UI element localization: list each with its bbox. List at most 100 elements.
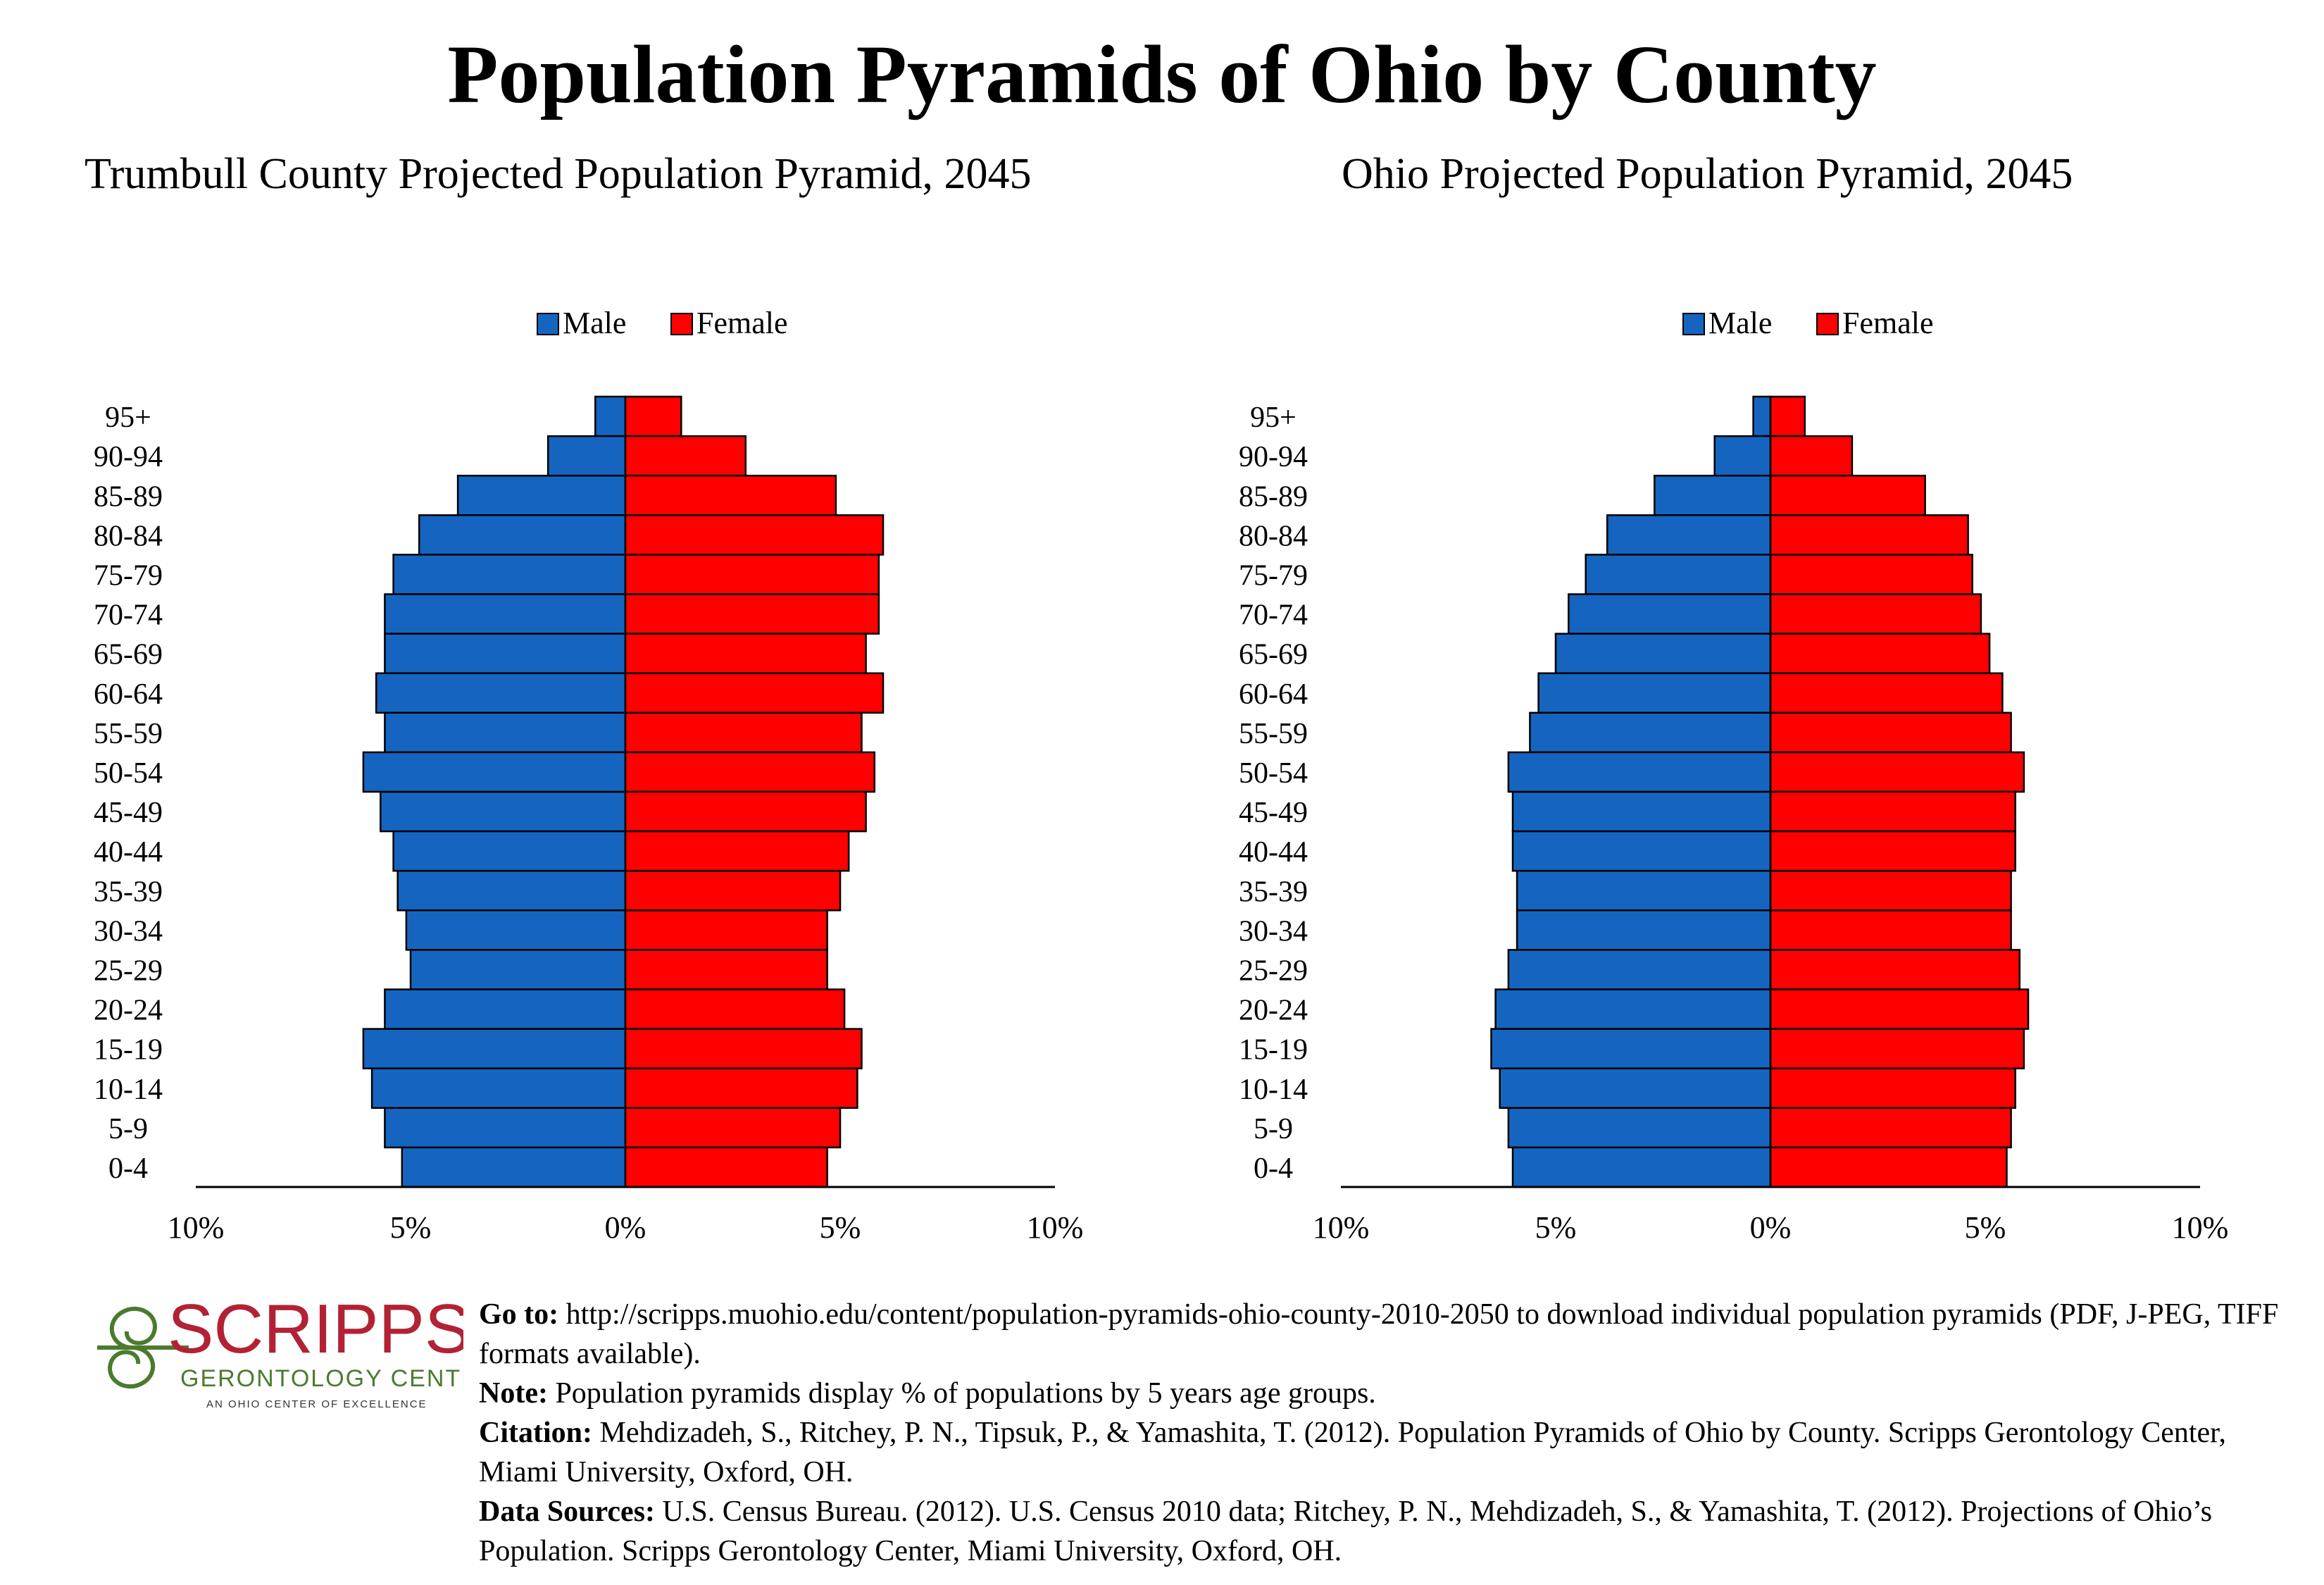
left-bar-female-30-34 <box>624 909 828 951</box>
right-category-label: 75-79 <box>1239 559 1308 592</box>
left-legend: Male Female <box>537 306 788 340</box>
left-category-label: 80-84 <box>94 520 163 552</box>
left-category-label: 95+ <box>105 402 151 434</box>
right-bar-female-80-84 <box>1769 514 1969 556</box>
left-bar-male-15-19 <box>362 1028 627 1069</box>
left-bar-male-20-24 <box>384 988 627 1030</box>
left-legend-female-swatch <box>670 313 693 335</box>
right-bar-female-0-4 <box>1769 1146 2008 1188</box>
right-x-tick-label: 5% <box>1965 1210 2006 1245</box>
right-bar-male-70-74 <box>1568 593 1772 635</box>
left-bar-male-80-84 <box>418 514 627 556</box>
right-category-label: 80-84 <box>1239 520 1308 552</box>
right-bar-female-50-54 <box>1769 751 2025 793</box>
right-bar-male-85-89 <box>1654 474 1772 516</box>
right-bar-female-90-94 <box>1769 435 1854 477</box>
right-bar-female-45-49 <box>1769 790 2016 833</box>
logo-tagline: AN OHIO CENTER OF EXCELLENCE <box>206 1398 427 1410</box>
right-category-label: 65-69 <box>1239 639 1308 671</box>
left-category-label: 5-9 <box>108 1113 148 1145</box>
left-bar-female-70-74 <box>624 593 880 635</box>
scripps-logo: SCRIPPS GERONTOLOGY CENTER AN OHIO CENTE… <box>97 1290 463 1410</box>
left-bar-male-70-74 <box>384 593 627 635</box>
left-category-label: 35-39 <box>94 876 163 908</box>
left-bar-female-55-59 <box>624 711 863 754</box>
left-bar-male-30-34 <box>405 909 627 951</box>
right-bar-male-10-14 <box>1499 1067 1772 1110</box>
left-category-label: 60-64 <box>94 678 163 711</box>
right-legend-male-swatch <box>1682 313 1705 335</box>
left-category-label: 45-49 <box>94 797 163 829</box>
right-category-label: 70-74 <box>1239 599 1308 632</box>
left-bar-male-65-69 <box>384 633 627 674</box>
right-bar-female-55-59 <box>1769 711 2012 754</box>
left-category-label: 10-14 <box>94 1074 163 1106</box>
page-title: Population Pyramids of Ohio by County <box>447 28 1877 120</box>
footer-data-sources: Data Sources: U.S. Census Bureau. (2012)… <box>479 1496 2213 1567</box>
logo-wordmark: SCRIPPS <box>168 1290 463 1367</box>
right-bar-male-25-29 <box>1507 949 1772 990</box>
right-category-label: 60-64 <box>1239 678 1308 711</box>
footer-note: Note: Population pyramids display % of p… <box>479 1377 1376 1410</box>
pyramid-chart-right: Male Female 95+ 90-94 85-89 80-84 75-79 70-74 65… <box>1239 306 2229 1245</box>
logo-swirl-icon <box>97 1306 189 1389</box>
right-category-label: 5-9 <box>1254 1113 1293 1145</box>
right-bar-male-95+ <box>1752 395 1772 437</box>
left-bar-male-10-14 <box>370 1067 627 1110</box>
left-bar-female-40-44 <box>624 830 850 872</box>
left-bar-male-5-9 <box>384 1107 627 1149</box>
right-bar-male-55-59 <box>1529 711 1772 754</box>
right-legend-female-swatch <box>1816 313 1839 335</box>
right-category-label: 0-4 <box>1254 1152 1293 1185</box>
left-bar-female-50-54 <box>624 751 876 793</box>
right-bar-male-0-4 <box>1511 1146 1772 1188</box>
left-category-label: 50-54 <box>94 757 163 790</box>
right-bar-male-35-39 <box>1516 869 1772 912</box>
left-bar-male-40-44 <box>392 830 627 872</box>
right-category-label: 35-39 <box>1239 876 1308 908</box>
left-category-label: 20-24 <box>94 995 163 1027</box>
left-bar-female-10-14 <box>624 1067 858 1110</box>
right-x-tick-label: 10% <box>2172 1210 2229 1245</box>
right-bar-male-5-9 <box>1507 1107 1772 1149</box>
right-bar-female-75-79 <box>1769 554 1973 595</box>
right-bar-female-85-89 <box>1769 474 1926 516</box>
left-category-label: 15-19 <box>94 1034 163 1067</box>
right-legend: Male Female <box>1682 306 1934 340</box>
left-bar-female-95+ <box>624 395 682 437</box>
right-legend-male-label: Male <box>1708 306 1772 340</box>
right-bar-female-10-14 <box>1769 1067 2016 1110</box>
left-x-tick-label: 10% <box>1027 1210 1084 1245</box>
footer-notes: Go to: http://scripps.muohio.edu/content… <box>479 1295 2310 1571</box>
left-bar-female-60-64 <box>624 672 885 714</box>
left-category-label: 25-29 <box>94 955 163 987</box>
right-bar-male-60-64 <box>1537 672 1772 714</box>
right-category-label: 50-54 <box>1239 757 1308 790</box>
right-category-label: 85-89 <box>1239 480 1308 513</box>
left-category-label: 40-44 <box>94 836 163 869</box>
right-bar-female-70-74 <box>1769 593 1982 635</box>
left-category-label: 0-4 <box>108 1152 148 1185</box>
left-bar-female-35-39 <box>624 869 842 912</box>
left-bar-male-50-54 <box>362 751 627 793</box>
right-bar-male-45-49 <box>1511 790 1772 833</box>
left-category-label: 90-94 <box>94 441 163 473</box>
left-legend-male-label: Male <box>563 306 626 340</box>
right-category-label: 90-94 <box>1239 441 1308 473</box>
right-x-tick-label: 5% <box>1535 1210 1577 1245</box>
right-bar-female-95+ <box>1769 395 1806 437</box>
left-category-label: 30-34 <box>94 915 163 947</box>
left-bar-female-20-24 <box>624 988 846 1030</box>
left-x-tick-label: 10% <box>168 1210 225 1245</box>
right-bar-female-35-39 <box>1769 869 2012 912</box>
right-category-label: 95+ <box>1250 402 1297 434</box>
right-category-label: 20-24 <box>1239 995 1308 1027</box>
left-category-label: 70-74 <box>94 599 163 632</box>
left-x-tick-label: 0% <box>605 1210 646 1245</box>
left-bar-female-75-79 <box>624 554 880 595</box>
left-bar-female-85-89 <box>624 474 837 516</box>
right-bar-female-65-69 <box>1769 633 1991 674</box>
right-category-label: 10-14 <box>1239 1074 1308 1106</box>
right-x-tick-label: 0% <box>1750 1210 1792 1245</box>
right-bar-female-40-44 <box>1769 830 2016 872</box>
